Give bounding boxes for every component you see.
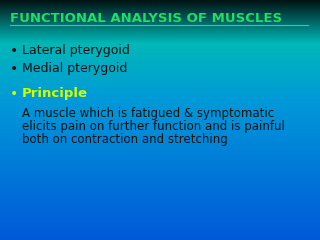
Text: elicits pain on further function and is painful: elicits pain on further function and is … xyxy=(22,120,285,133)
Text: both on contraction and stretching: both on contraction and stretching xyxy=(22,133,228,146)
Text: •: • xyxy=(10,87,18,101)
Text: A muscle which is fatigued & symptomatic: A muscle which is fatigued & symptomatic xyxy=(22,107,274,120)
Text: Medial pterygoid: Medial pterygoid xyxy=(22,62,127,75)
Text: FUNCTIONAL ANALYSIS OF MUSCLES: FUNCTIONAL ANALYSIS OF MUSCLES xyxy=(10,12,282,25)
Text: •: • xyxy=(10,62,18,76)
Text: Lateral pterygoid: Lateral pterygoid xyxy=(22,44,130,57)
Text: •: • xyxy=(10,44,18,58)
Text: Principle: Principle xyxy=(22,87,88,100)
